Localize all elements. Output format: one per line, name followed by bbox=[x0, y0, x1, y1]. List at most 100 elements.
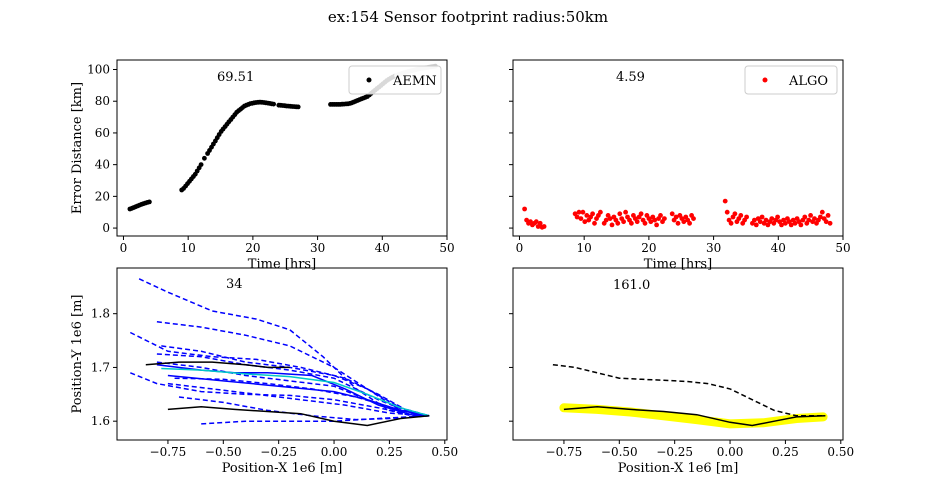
data-point bbox=[802, 214, 808, 220]
data-point bbox=[752, 217, 757, 223]
x-tick-label: 50 bbox=[439, 241, 454, 255]
panel-annotation: 34 bbox=[226, 277, 243, 292]
trajectory-line bbox=[129, 331, 430, 417]
data-point bbox=[825, 213, 831, 218]
x-tick-label: 20 bbox=[641, 241, 656, 255]
data-point bbox=[722, 198, 728, 204]
data-point bbox=[592, 220, 597, 226]
data-point bbox=[792, 220, 798, 226]
legend-label: ALGO bbox=[788, 74, 828, 89]
trajectory-line bbox=[167, 382, 430, 417]
data-point bbox=[590, 211, 595, 217]
x-tick-label: 30 bbox=[706, 241, 721, 255]
data-point bbox=[662, 216, 667, 222]
data-point bbox=[578, 216, 584, 222]
data-point bbox=[617, 211, 623, 217]
data-point bbox=[775, 214, 780, 220]
data-point bbox=[783, 220, 788, 226]
y-tick-label: 1.7 bbox=[91, 360, 110, 374]
y-tick-label: 1.8 bbox=[91, 307, 110, 321]
data-point bbox=[732, 211, 738, 217]
data-point bbox=[202, 155, 207, 161]
data-point bbox=[681, 219, 687, 225]
figure-title: ex:154 Sensor footprint radius:50km bbox=[328, 8, 608, 26]
data-point bbox=[687, 220, 692, 226]
x-tick-label: 0.50 bbox=[827, 445, 854, 459]
trajectory-fit-panel: −0.75 −0.50 −0.25 0.00 0.25 0.50 Position-X 1e… bbox=[509, 267, 854, 476]
data-point bbox=[673, 214, 679, 220]
data-point bbox=[574, 214, 580, 220]
trajectory-line bbox=[201, 415, 430, 425]
error-aemn-panel: 0 10 20 30 40 50 0 20 40 60 80 100 Time [hrs] Error D… bbox=[70, 59, 455, 272]
trajectory-line bbox=[563, 405, 826, 427]
panel-annotation: 4.59 bbox=[616, 70, 645, 85]
data-point bbox=[744, 214, 749, 220]
data-point bbox=[769, 216, 775, 222]
axes-frame bbox=[116, 267, 448, 441]
series-aemn bbox=[127, 73, 397, 212]
data-point bbox=[728, 220, 734, 226]
data-point bbox=[658, 213, 663, 218]
trajectory-line bbox=[130, 372, 430, 417]
legend-marker bbox=[366, 77, 372, 83]
data-point bbox=[580, 209, 586, 215]
x-tick-label: 50 bbox=[835, 241, 850, 255]
trajectories-panel: −0.75 −0.50 −0.25 0.00 0.25 0.50 1.6 1.7 1.8 Posi… bbox=[70, 267, 458, 476]
y-tick-label: 100 bbox=[87, 63, 110, 77]
data-point bbox=[806, 217, 812, 223]
data-point bbox=[763, 217, 769, 223]
legend-box bbox=[348, 65, 442, 95]
data-point bbox=[147, 199, 152, 205]
data-point bbox=[757, 219, 763, 225]
data-point bbox=[634, 219, 640, 225]
data-point bbox=[753, 222, 759, 228]
y-tick-label: 80 bbox=[95, 94, 110, 108]
axes-frame bbox=[512, 59, 844, 237]
data-point bbox=[738, 213, 744, 218]
series-algo bbox=[522, 198, 833, 230]
data-point bbox=[603, 217, 609, 223]
legend: ALGO bbox=[744, 65, 838, 95]
x-tick-label: −0.50 bbox=[601, 445, 638, 459]
data-point bbox=[584, 213, 590, 218]
data-point bbox=[819, 209, 825, 215]
trajectory-line bbox=[145, 361, 290, 369]
x-tick-label: 40 bbox=[375, 241, 390, 255]
data-point bbox=[582, 219, 588, 225]
panel-annotation: 161.0 bbox=[613, 278, 650, 293]
axes-frame bbox=[512, 267, 844, 441]
data-point bbox=[537, 220, 543, 226]
x-axis-label: Time [hrs] bbox=[644, 257, 712, 272]
data-point bbox=[788, 222, 794, 228]
trajectory-line bbox=[161, 367, 430, 417]
data-point bbox=[642, 220, 648, 226]
plot-area bbox=[552, 363, 828, 429]
data-point bbox=[623, 209, 628, 215]
legend: AEMN bbox=[348, 65, 442, 95]
x-tick-label: 10 bbox=[181, 241, 196, 255]
data-point bbox=[598, 209, 603, 215]
x-tick-label: 20 bbox=[245, 241, 260, 255]
data-point bbox=[607, 216, 613, 222]
estimate-band bbox=[559, 403, 828, 429]
x-axis-label: Position-X 1e6 [m] bbox=[222, 461, 343, 476]
data-point bbox=[576, 209, 582, 215]
data-point bbox=[818, 214, 823, 220]
x-tick-label: 40 bbox=[771, 241, 786, 255]
data-point bbox=[808, 213, 813, 218]
data-point bbox=[638, 211, 644, 217]
x-tick-label: 0 bbox=[120, 241, 128, 255]
x-tick-label: 30 bbox=[310, 241, 325, 255]
data-point bbox=[621, 219, 626, 225]
x-tick-label: 0.00 bbox=[321, 445, 348, 459]
x-tick-label: −0.25 bbox=[260, 445, 297, 459]
trajectory-line bbox=[161, 345, 430, 417]
trajectory-line bbox=[156, 321, 430, 417]
x-tick-label: 0 bbox=[516, 241, 524, 255]
x-axis-label: Time [hrs] bbox=[248, 257, 316, 272]
data-point bbox=[798, 222, 804, 228]
data-point bbox=[675, 220, 681, 226]
y-tick-label: 1.6 bbox=[91, 414, 110, 428]
legend-label: AEMN bbox=[392, 74, 437, 89]
